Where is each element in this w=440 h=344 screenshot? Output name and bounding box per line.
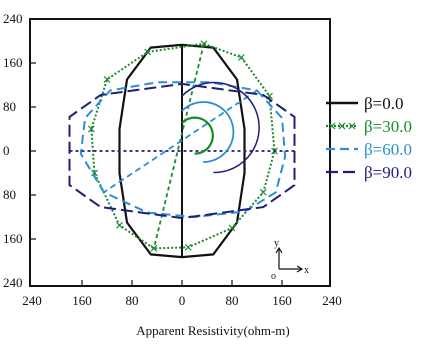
legend-label-3: β=90.0 <box>364 163 412 182</box>
series-1-marker <box>144 48 152 56</box>
rotation-arcs <box>181 81 260 174</box>
series-1-marker <box>150 244 158 252</box>
rotation-arc-1 <box>181 101 235 163</box>
y-tick-label: 80 <box>3 187 16 202</box>
series-3-curve <box>68 82 296 220</box>
x-tick-label: 240 <box>22 293 42 308</box>
legend-label-1: β=30.0 <box>364 117 412 136</box>
x-tick-label: 160 <box>272 293 292 308</box>
series-1-marker <box>184 243 192 251</box>
legend-marker <box>348 122 356 130</box>
y-tick-label: 0 <box>3 143 10 158</box>
series-1-marker <box>200 40 208 48</box>
series-1-marker <box>237 54 245 61</box>
y-tick-label: 240 <box>3 275 23 290</box>
compass-origin-label: o <box>271 271 276 282</box>
y-tick-label: 240 <box>3 11 23 26</box>
x-tick-label: 80 <box>226 293 239 308</box>
legend-marker <box>338 122 346 130</box>
y-tick-label: 80 <box>3 99 16 114</box>
series-1-marker <box>259 188 267 196</box>
compass-north-label: y <box>274 238 279 249</box>
rotation-arc-2 <box>181 116 214 155</box>
compass-north-arrow <box>275 246 283 254</box>
legend-label-0: β=0.0 <box>364 94 404 113</box>
x-tick-label: 80 <box>126 293 139 308</box>
x-tick-label: 240 <box>322 293 342 308</box>
y-tick-label: 160 <box>3 55 23 70</box>
x-axis-label: Apparent Resistivity(ohm-m) <box>136 323 289 338</box>
y-tick-label: 160 <box>3 231 23 246</box>
compass-east-arrow <box>296 265 304 273</box>
legend-marker <box>328 122 336 130</box>
series-1-marker <box>87 125 95 133</box>
series-1-marker <box>103 76 111 83</box>
x-tick-label: 160 <box>72 293 92 308</box>
series-2-curve <box>79 81 287 219</box>
plot-frame <box>29 18 331 287</box>
series-1-marker <box>228 224 236 232</box>
series-1-marker <box>116 221 123 229</box>
compass-east-label: x <box>304 265 309 276</box>
x-tick-label: 0 <box>179 293 186 308</box>
legend-label-2: β=60.0 <box>364 140 412 159</box>
rotation-arc-0 <box>181 81 260 174</box>
series-2-axis-line <box>103 89 258 193</box>
